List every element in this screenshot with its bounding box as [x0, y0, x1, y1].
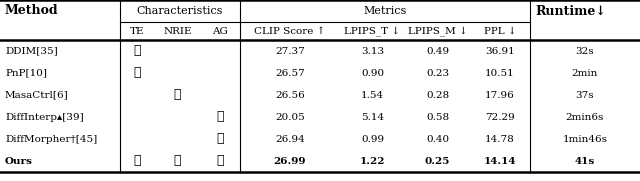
Text: 37s: 37s: [576, 90, 595, 100]
Text: 10.51: 10.51: [485, 68, 515, 77]
Text: 26.94: 26.94: [275, 134, 305, 144]
Text: 72.29: 72.29: [485, 113, 515, 121]
Text: ✓: ✓: [216, 132, 224, 146]
Text: ✓: ✓: [134, 155, 141, 167]
Text: 26.99: 26.99: [274, 157, 307, 165]
Text: 36.91: 36.91: [485, 47, 515, 56]
Text: 14.78: 14.78: [485, 134, 515, 144]
Text: 2min6s: 2min6s: [566, 113, 604, 121]
Text: DDIM[35]: DDIM[35]: [5, 47, 58, 56]
Text: ✓: ✓: [134, 66, 141, 79]
Text: LPIPS_T ↓: LPIPS_T ↓: [344, 26, 401, 36]
Text: 0.28: 0.28: [426, 90, 449, 100]
Text: Characteristics: Characteristics: [137, 6, 223, 16]
Text: PnP[10]: PnP[10]: [5, 68, 47, 77]
Text: 41s: 41s: [575, 157, 595, 165]
Text: 0.99: 0.99: [361, 134, 384, 144]
Text: 26.57: 26.57: [275, 68, 305, 77]
Text: 0.23: 0.23: [426, 68, 449, 77]
Text: 1.22: 1.22: [360, 157, 385, 165]
Text: 17.96: 17.96: [485, 90, 515, 100]
Text: 27.37: 27.37: [275, 47, 305, 56]
Text: 2min: 2min: [572, 68, 598, 77]
Text: AG: AG: [212, 26, 228, 35]
Text: 0.90: 0.90: [361, 68, 384, 77]
Text: Method: Method: [5, 5, 59, 18]
Text: ✓: ✓: [216, 155, 224, 167]
Text: 0.58: 0.58: [426, 113, 449, 121]
Text: Metrics: Metrics: [364, 6, 406, 16]
Text: ✓: ✓: [173, 155, 181, 167]
Text: TE: TE: [131, 26, 145, 35]
Text: ✓: ✓: [173, 89, 181, 102]
Text: PPL ↓: PPL ↓: [484, 26, 516, 35]
Text: 1.54: 1.54: [361, 90, 384, 100]
Text: LPIPS_M ↓: LPIPS_M ↓: [408, 26, 467, 36]
Text: 1min46s: 1min46s: [563, 134, 607, 144]
Text: NRIE: NRIE: [163, 26, 192, 35]
Text: DiffMorpher†[45]: DiffMorpher†[45]: [5, 134, 97, 144]
Text: 26.56: 26.56: [275, 90, 305, 100]
Text: 0.40: 0.40: [426, 134, 449, 144]
Text: 3.13: 3.13: [361, 47, 384, 56]
Text: ✓: ✓: [216, 110, 224, 123]
Text: Runtime↓: Runtime↓: [535, 5, 606, 18]
Text: 14.14: 14.14: [484, 157, 516, 165]
Text: 0.49: 0.49: [426, 47, 449, 56]
Text: 20.05: 20.05: [275, 113, 305, 121]
Text: Ours: Ours: [5, 157, 33, 165]
Text: 5.14: 5.14: [361, 113, 384, 121]
Text: MasaCtrl[6]: MasaCtrl[6]: [5, 90, 68, 100]
Text: ✓: ✓: [134, 45, 141, 58]
Text: CLIP Score ↑: CLIP Score ↑: [254, 26, 326, 35]
Text: 32s: 32s: [576, 47, 595, 56]
Text: 0.25: 0.25: [425, 157, 450, 165]
Text: DiffInterp▴[39]: DiffInterp▴[39]: [5, 113, 84, 121]
